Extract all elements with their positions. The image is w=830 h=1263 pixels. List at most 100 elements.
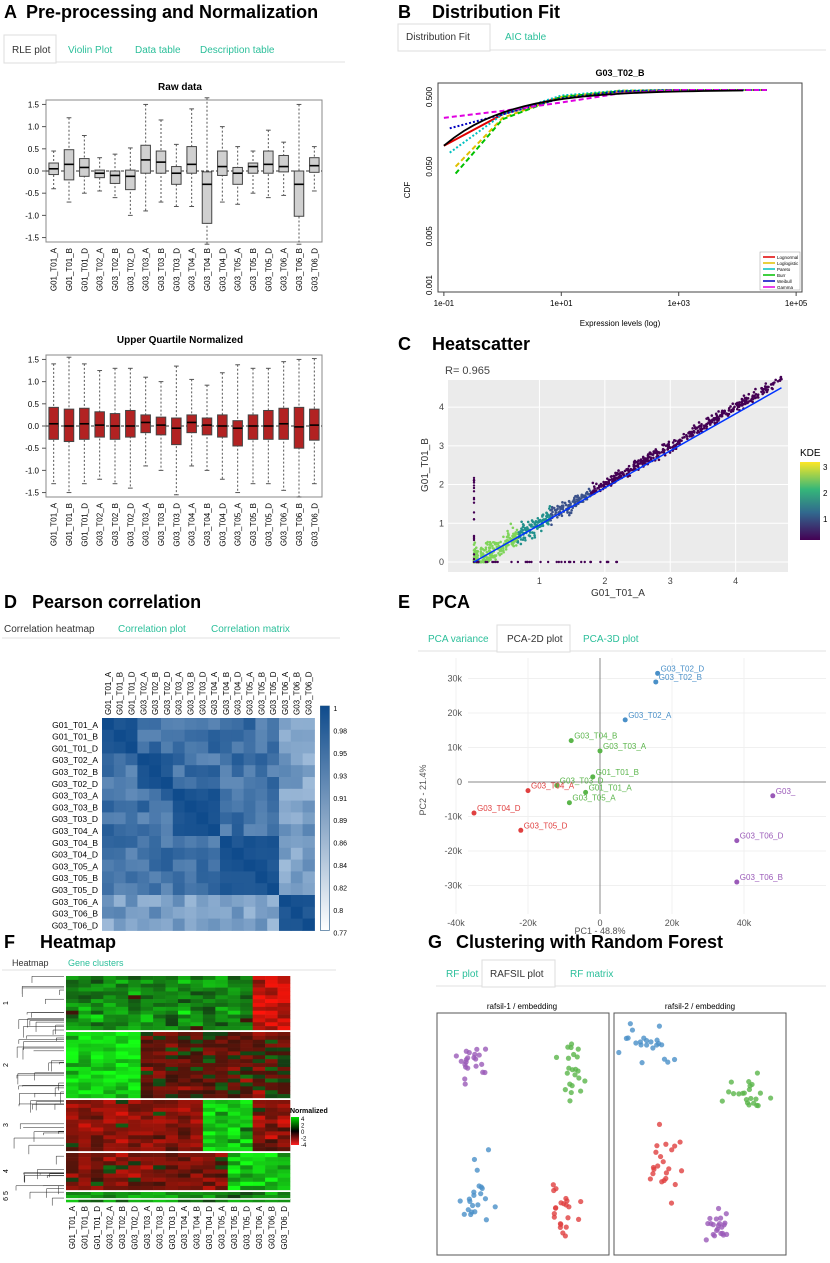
scatter-point — [472, 553, 476, 556]
scatter-point — [483, 549, 486, 552]
scatter-point — [589, 560, 593, 564]
gene-heatmap-cell — [140, 1026, 154, 1031]
tab-pca-2d[interactable]: PCA-2D plot — [507, 634, 563, 645]
gene-heatmap-cell — [140, 983, 154, 988]
gene-heatmap-cell — [153, 1192, 166, 1196]
fit-line-loglogistic — [454, 88, 767, 168]
heatmap-cell — [279, 729, 292, 743]
scatter-point — [511, 534, 514, 538]
gene-heatmap-cell — [178, 1078, 191, 1083]
tab-violin-plot[interactable]: Violin Plot — [68, 45, 113, 56]
gene-heatmap-cell — [215, 1074, 229, 1079]
embedding-point — [625, 1035, 631, 1041]
gene-heatmap-cell — [90, 1014, 104, 1019]
heatmap-cell — [113, 718, 127, 731]
heatmap-cell — [196, 729, 209, 743]
y-tick-label: -1.0 — [25, 466, 39, 475]
tab-rafsil-plot[interactable]: RAFSIL plot — [490, 969, 544, 980]
scatter-point — [540, 529, 543, 533]
heatmap-cell — [243, 883, 256, 896]
heatmap-cell — [172, 895, 186, 908]
gene-heatmap-cell — [202, 1123, 216, 1128]
scatter-point — [682, 432, 686, 436]
gene-heatmap-cell — [227, 1131, 241, 1136]
gene-heatmap-cell — [277, 1177, 291, 1183]
gene-heatmap-cell — [165, 1059, 179, 1064]
pca-point — [597, 748, 603, 754]
gene-heatmap-cell — [190, 1177, 204, 1183]
gene-heatmap-cell — [66, 1074, 79, 1079]
heatmap-cell — [125, 718, 138, 731]
gene-heatmap-cell — [90, 1181, 104, 1187]
tab-heatmap[interactable]: Heatmap — [12, 958, 49, 968]
embedding-point — [637, 1039, 643, 1045]
tab-rf-matrix[interactable]: RF matrix — [570, 969, 613, 980]
tab-correlation-matrix[interactable]: Correlation matrix — [211, 624, 290, 635]
gene-heatmap-cell — [66, 1051, 79, 1056]
x-tick-label: G01_T01_B — [65, 503, 74, 546]
gene-heatmap-cell — [178, 1123, 191, 1128]
gene-heatmap-cell — [140, 1153, 154, 1158]
gene-heatmap-cell — [128, 1181, 141, 1187]
gene-heatmap-cell — [240, 1059, 253, 1064]
gene-heatmap-cell — [215, 1103, 229, 1109]
scatter-point — [569, 560, 572, 564]
gene-heatmap-cell — [190, 1018, 204, 1023]
scatter-point — [745, 398, 748, 402]
heatmap-cell — [231, 765, 245, 778]
embedding-point — [461, 1211, 467, 1217]
column-label: G03_T06_B — [267, 1206, 276, 1249]
embedding-point — [458, 1058, 464, 1064]
box — [125, 409, 136, 438]
scatter-point — [484, 546, 488, 549]
tab-rf-plot[interactable]: RF plot — [446, 969, 478, 980]
heatmap-cell — [161, 895, 174, 908]
column-label: G03_T04_D — [234, 671, 243, 715]
gene-heatmap-cell — [240, 1161, 253, 1166]
gene-heatmap-cell — [103, 1100, 117, 1105]
tab-correlation-plot[interactable]: Correlation plot — [118, 624, 186, 635]
tab-data-table[interactable]: Data table — [135, 45, 181, 56]
tab-description-table[interactable]: Description table — [200, 45, 275, 56]
tab-rle-plot[interactable]: RLE plot — [12, 45, 51, 56]
scatter-point — [694, 426, 697, 429]
gene-heatmap-cell — [115, 1035, 129, 1041]
tab-pca-3d[interactable]: PCA-3D plot — [583, 634, 639, 645]
legend-label: Weibull — [777, 279, 792, 284]
heatmap-cell — [231, 718, 245, 731]
embedding-point — [656, 1023, 662, 1029]
column-label: G03_T02_D — [163, 671, 172, 715]
gene-heatmap-cell — [190, 1103, 204, 1109]
x-tick-label: -40k — [447, 918, 465, 928]
y-tick-label: 0.500 — [425, 86, 434, 107]
gene-heatmap-cell — [128, 995, 141, 1000]
gene-heatmap-cell — [240, 1047, 253, 1052]
tab-correlation-heatmap[interactable]: Correlation heatmap — [4, 624, 95, 635]
scatter-point — [595, 482, 598, 486]
heatmap-cell — [184, 871, 197, 884]
gene-heatmap-cell — [90, 1094, 104, 1099]
scatter-point — [491, 544, 494, 548]
scatter-point — [587, 487, 591, 491]
heatmap-cell — [137, 812, 150, 825]
gene-heatmap-cell — [128, 1157, 141, 1162]
gene-heatmap-cell — [90, 995, 104, 1000]
gene-heatmap-cell — [128, 1103, 141, 1109]
x-tick-label: 20k — [665, 918, 680, 928]
heatmap-cell — [302, 812, 315, 825]
gene-heatmap-cell — [178, 1070, 191, 1076]
gene-heatmap-cell — [227, 1139, 241, 1144]
tab-pca-variance[interactable]: PCA variance — [428, 634, 489, 645]
gene-heatmap-cell — [252, 1157, 266, 1162]
box — [171, 417, 182, 446]
tab-distribution-fit[interactable]: Distribution Fit — [406, 32, 470, 43]
tab-aic-table[interactable]: AIC table — [505, 32, 547, 43]
heatmap-cell — [302, 788, 315, 802]
box — [186, 146, 197, 174]
tab-gene-clusters[interactable]: Gene clusters — [68, 958, 124, 968]
scatter-point — [494, 558, 497, 561]
heatmap-cell — [137, 800, 150, 813]
gene-heatmap-cell — [252, 979, 266, 985]
gene-heatmap-cell — [165, 1185, 179, 1191]
gene-legend-tick: 2 — [301, 1124, 305, 1130]
